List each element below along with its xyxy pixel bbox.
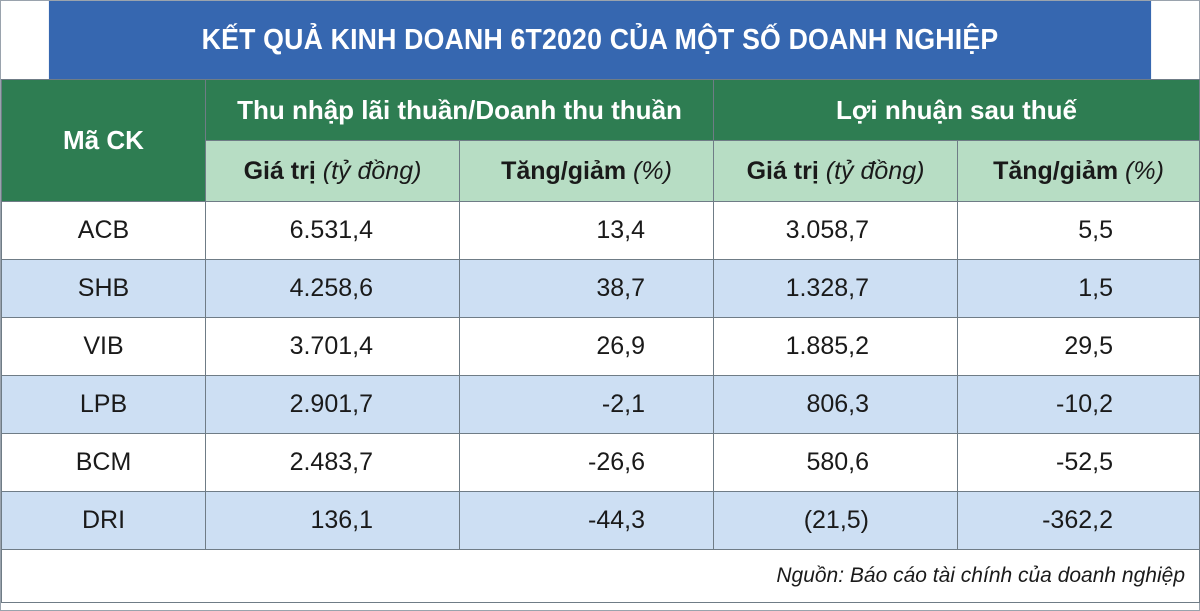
cell-profit: 1.885,2 [713, 317, 958, 376]
table-row: BCM 2.483,7 -26,6 580,6 -52,5 [1, 433, 1200, 492]
cell-profit-change: -52,5 [957, 433, 1200, 492]
header-code: Mã CK [1, 79, 206, 202]
cell-profit-change: -10,2 [957, 375, 1200, 434]
table-row: DRI 136,1 -44,3 (21,5) -362,2 [1, 491, 1200, 550]
header-value-label: Giá trị [746, 156, 819, 185]
cell-code: DRI [1, 491, 206, 550]
cell-code: LPB [1, 375, 206, 434]
cell-revenue-change: -44,3 [459, 491, 714, 550]
cell-profit: 3.058,7 [713, 201, 958, 260]
cell-profit: 580,6 [713, 433, 958, 492]
cell-profit-change: -362,2 [957, 491, 1200, 550]
header-profit-group: Lợi nhuận sau thuế [713, 79, 1200, 141]
cell-code: ACB [1, 201, 206, 260]
header-value-label: Giá trị [243, 156, 316, 185]
header-revenue-group: Thu nhập lãi thuần/Doanh thu thuần [205, 79, 714, 141]
header-change-label: Tăng/giảm [501, 156, 627, 185]
cell-code: BCM [1, 433, 206, 492]
cell-revenue: 4.258,6 [205, 259, 460, 318]
header-revenue-value: Giá trị (tỷ đồng) [205, 140, 460, 202]
table-row: SHB 4.258,6 38,7 1.328,7 1,5 [1, 259, 1200, 318]
table-row: ACB 6.531,4 13,4 3.058,7 5,5 [1, 201, 1200, 260]
cell-profit-change: 1,5 [957, 259, 1200, 318]
cell-revenue: 6.531,4 [205, 201, 460, 260]
cell-revenue: 2.901,7 [205, 375, 460, 434]
header-profit-value: Giá trị (tỷ đồng) [713, 140, 958, 202]
header-value-unit: (tỷ đồng) [322, 156, 422, 185]
header-value-unit: (tỷ đồng) [825, 156, 925, 185]
header-change-unit: (%) [1125, 156, 1164, 185]
header-change-unit: (%) [633, 156, 672, 185]
results-table: Mã CK Thu nhập lãi thuần/Doanh thu thuần… [1, 79, 1200, 603]
header-profit-change: Tăng/giảm (%) [957, 140, 1200, 202]
cell-profit: (21,5) [713, 491, 958, 550]
source-note: Nguồn: Báo cáo tài chính của doanh nghiệ… [1, 549, 1200, 603]
header-change-label: Tăng/giảm [993, 156, 1119, 185]
cell-revenue: 3.701,4 [205, 317, 460, 376]
cell-profit: 1.328,7 [713, 259, 958, 318]
cell-revenue-change: 13,4 [459, 201, 714, 260]
table-title: KẾT QUẢ KINH DOANH 6T2020 CỦA MỘT SỐ DOA… [48, 1, 1152, 79]
table-row: LPB 2.901,7 -2,1 806,3 -10,2 [1, 375, 1200, 434]
table-row: VIB 3.701,4 26,9 1.885,2 29,5 [1, 317, 1200, 376]
cell-profit-change: 29,5 [957, 317, 1200, 376]
cell-revenue-change: 38,7 [459, 259, 714, 318]
cell-profit: 806,3 [713, 375, 958, 434]
cell-code: SHB [1, 259, 206, 318]
cell-code: VIB [1, 317, 206, 376]
cell-revenue-change: 26,9 [459, 317, 714, 376]
cell-revenue-change: -26,6 [459, 433, 714, 492]
cell-revenue: 136,1 [205, 491, 460, 550]
source-row: Nguồn: Báo cáo tài chính của doanh nghiệ… [1, 549, 1200, 603]
cell-revenue-change: -2,1 [459, 375, 714, 434]
header-revenue-change: Tăng/giảm (%) [459, 140, 714, 202]
cell-revenue: 2.483,7 [205, 433, 460, 492]
cell-profit-change: 5,5 [957, 201, 1200, 260]
